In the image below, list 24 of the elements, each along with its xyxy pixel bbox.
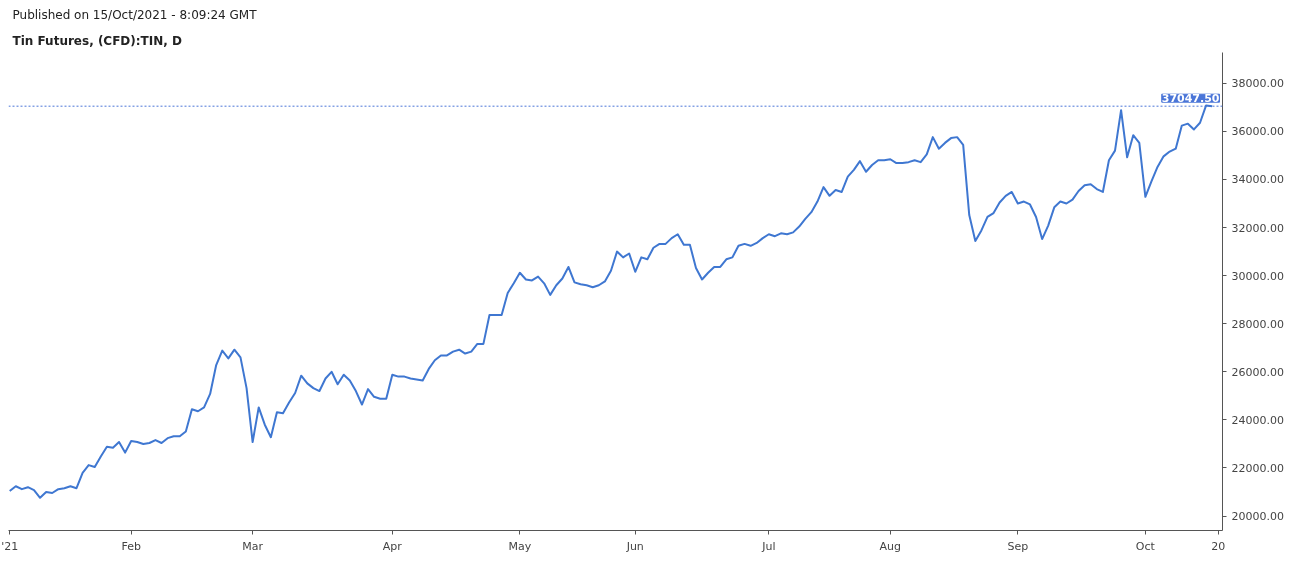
chart-subtitle: Published on 15/Oct/2021 - 8:09:24 GMT xyxy=(12,7,258,22)
y-tick-label: 32000.00 xyxy=(1231,221,1284,235)
y-tick-label: 26000.00 xyxy=(1231,365,1284,379)
y-tick-label: 36000.00 xyxy=(1231,125,1284,139)
y-tick-label: 38000.00 xyxy=(1231,77,1284,91)
x-tick-label: '21 xyxy=(1,539,19,553)
ref-line-label: 37047.50 xyxy=(1161,92,1220,106)
x-tick-label: May xyxy=(508,539,532,553)
x-tick-label: 20 xyxy=(1211,539,1226,553)
x-tick-label: Aug xyxy=(879,539,902,553)
x-tick-label: Mar xyxy=(242,539,264,553)
chart-title: Tin Futures, (CFD):TIN, D xyxy=(12,33,183,48)
y-tick-label: 28000.00 xyxy=(1231,317,1284,331)
x-tick-label: Feb xyxy=(121,539,141,553)
y-tick-label: 30000.00 xyxy=(1231,269,1284,283)
x-tick-label: Apr xyxy=(382,539,403,553)
y-tick-label: 20000.00 xyxy=(1231,510,1284,524)
y-tick-label: 24000.00 xyxy=(1231,413,1284,427)
x-tick-label: Jul xyxy=(761,539,776,553)
y-tick-label: 22000.00 xyxy=(1231,461,1284,475)
x-tick-label: Oct xyxy=(1135,539,1156,553)
x-tick-label: Jun xyxy=(625,539,644,553)
y-tick-label: 34000.00 xyxy=(1231,173,1284,187)
x-tick-label: Sep xyxy=(1007,539,1029,553)
